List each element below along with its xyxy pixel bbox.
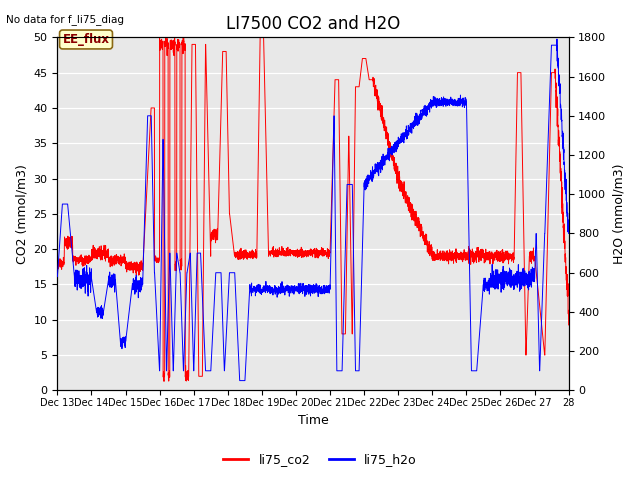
X-axis label: Time: Time: [298, 414, 328, 427]
Text: EE_flux: EE_flux: [63, 33, 109, 46]
Title: LI7500 CO2 and H2O: LI7500 CO2 and H2O: [226, 15, 400, 33]
Y-axis label: CO2 (mmol/m3): CO2 (mmol/m3): [15, 164, 28, 264]
Y-axis label: H2O (mmol/m3): H2O (mmol/m3): [612, 164, 625, 264]
Text: No data for f_li75_diag: No data for f_li75_diag: [6, 14, 124, 25]
Legend: li75_co2, li75_h2o: li75_co2, li75_h2o: [218, 448, 422, 471]
